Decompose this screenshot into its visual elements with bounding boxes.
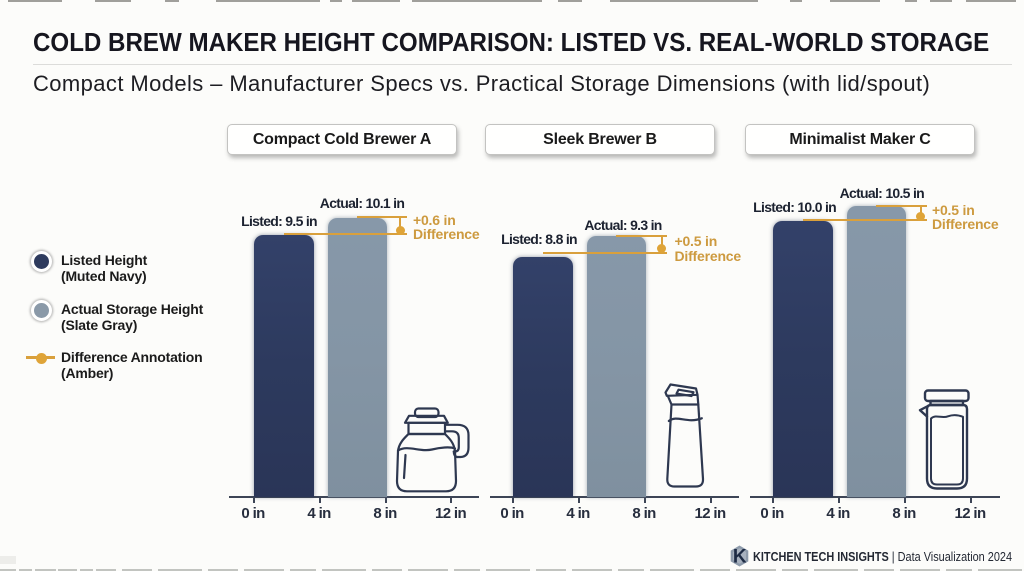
svg-text:K: K: [733, 546, 747, 567]
